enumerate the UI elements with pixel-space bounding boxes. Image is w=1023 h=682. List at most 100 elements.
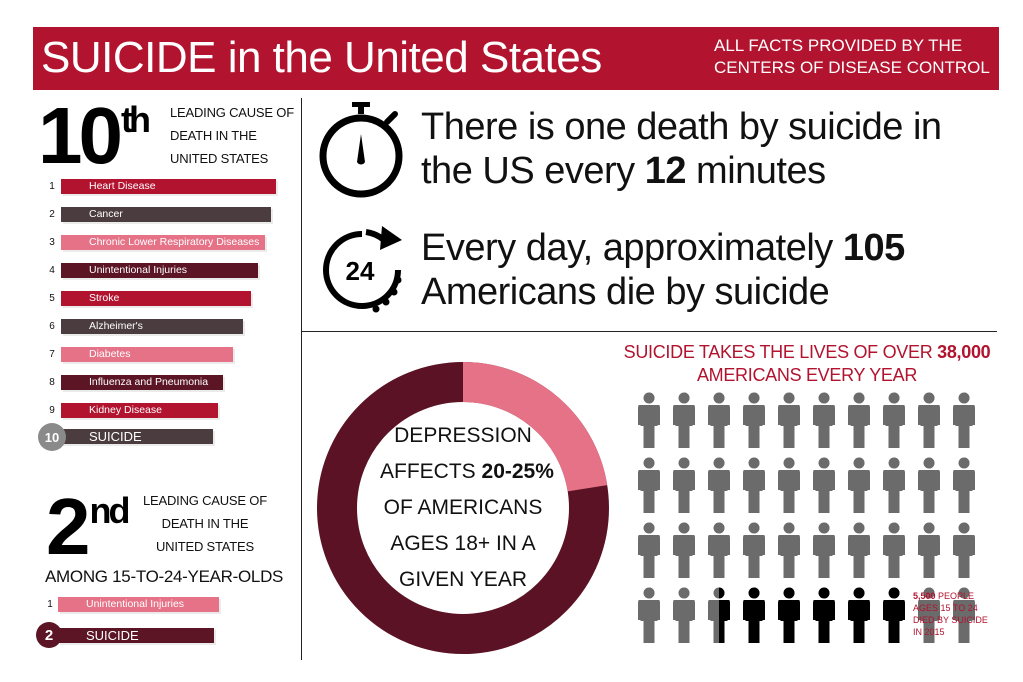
cause-row: 7 Diabetes (45, 347, 233, 364)
person-icon (671, 392, 697, 448)
person-icon (881, 392, 907, 448)
cause-number: 3 (49, 237, 55, 248)
cause-row: 2 Cancer (45, 207, 271, 224)
people-grid (636, 392, 986, 652)
fact-minute-unit: minutes (686, 150, 826, 192)
person-icon-highlighted (811, 587, 837, 643)
rank-2nd-description: LEADING CAUSE OF DEATH IN THE UNITED STA… (143, 493, 267, 554)
person-icon (811, 522, 837, 578)
person-icon (671, 457, 697, 513)
rank-2nd-suffix: nd (89, 490, 131, 531)
fact-minute-text: There is one death by suicide in the US … (421, 106, 942, 192)
people-title: SUICIDE TAKES THE LIVES OF OVER 38,000 A… (617, 341, 997, 387)
people-title-text-2: AMERICANS EVERY YEAR (696, 365, 918, 385)
cause-row: 4 Unintentional Injuries (45, 263, 258, 280)
person-icon (811, 392, 837, 448)
person-icon (776, 522, 802, 578)
person-icon-highlighted (706, 587, 732, 643)
cause-number: 7 (49, 349, 55, 360)
cause-row: 5 Stroke (45, 291, 251, 308)
cause-bar: SUICIDE (58, 628, 214, 643)
person-icon (706, 457, 732, 513)
depression-text: DEPRESSION AFFECTS 20-25% OF AMERICANS A… (380, 418, 554, 598)
cause-bar: Kidney Disease (61, 403, 218, 418)
rank-10th-number: 10 (38, 91, 123, 180)
people-title-text: SUICIDE TAKES THE LIVES OF OVER (623, 342, 938, 362)
cause-bar: Cancer (61, 207, 271, 222)
person-icon (951, 587, 977, 643)
cause-number: 2 (49, 209, 55, 220)
person-icon (776, 457, 802, 513)
rank-2nd-subhead: AMONG 15-TO-24-YEAR-OLDS (45, 567, 284, 586)
depression-value: 20-25% (481, 460, 554, 483)
person-icon-highlighted (741, 587, 767, 643)
people-title-value: 38,000 (937, 342, 991, 362)
cause-bar: Unintentional Injuries (61, 263, 258, 278)
person-icon-highlighted (846, 587, 872, 643)
depression-line-4: AGES 18+ IN A (390, 532, 536, 555)
cause-number: 1 (47, 599, 53, 610)
cause-bar: Influenza and Pneumonia (61, 375, 223, 390)
person-icon (671, 522, 697, 578)
person-icon (951, 457, 977, 513)
depression-line-2: AFFECTS 20-25% (380, 454, 554, 490)
cause-bar: Unintentional Injuries (58, 597, 219, 612)
donut-highlight-segment (462, 362, 608, 492)
rank-number-circle: 2 (36, 622, 62, 648)
person-icon (916, 392, 942, 448)
depression-line-5: GIVEN YEAR (399, 568, 527, 591)
cause-number: 5 (49, 293, 55, 304)
person-icon (951, 392, 977, 448)
cause-bar: Alzheimer's (61, 319, 243, 334)
person-icon (741, 392, 767, 448)
person-icon (706, 522, 732, 578)
person-icon (636, 457, 662, 513)
person-icon (741, 457, 767, 513)
person-icon (916, 587, 942, 643)
depression-donut (311, 356, 615, 660)
rank-10th-suffix: th (120, 99, 151, 140)
person-icon-highlighted (881, 587, 907, 643)
fact-minute-value: 12 (644, 150, 687, 192)
person-icon (881, 457, 907, 513)
clock-24-label: 24 (346, 256, 375, 286)
person-icon (741, 522, 767, 578)
person-icon (706, 392, 732, 448)
person-icon (951, 522, 977, 578)
person-icon (846, 522, 872, 578)
rank-number-circle: 10 (38, 423, 66, 451)
rank-2nd-number: 2 (46, 482, 90, 571)
person-icon (776, 392, 802, 448)
fact-daily-value: 105 (842, 227, 905, 269)
horizontal-divider (301, 331, 997, 332)
person-icon (916, 457, 942, 513)
person-icon (671, 587, 697, 643)
person-icon (636, 392, 662, 448)
depression-line-3: OF AMERICANS (383, 496, 543, 519)
caption-value: 5,500 (913, 591, 936, 601)
person-icon (846, 392, 872, 448)
cause-row: 1 Heart Disease (45, 179, 276, 196)
cause-row: 8 Influenza and Pneumonia (45, 375, 223, 392)
clock-24-icon: 24 (314, 222, 410, 318)
cause-row: 1 Unintentional Injuries (43, 597, 219, 614)
fact-daily-deaths: Every day, approximately 105 Americans d… (421, 226, 905, 314)
person-icon (846, 457, 872, 513)
rank-10th-description: LEADING CAUSE OF DEATH IN THE UNITED STA… (170, 105, 294, 166)
person-icon (636, 587, 662, 643)
rank-10th: 10th (38, 96, 151, 176)
person-icon (636, 522, 662, 578)
cause-bar: Diabetes (61, 347, 233, 362)
header-banner: SUICIDE in the United States ALL FACTS P… (33, 27, 999, 90)
cause-row: 3 Chronic Lower Respiratory Diseases (45, 235, 265, 252)
person-icon (881, 522, 907, 578)
people-caption: 5,500 PEOPLE AGES 15 TO 24 DIED BY SUICI… (913, 590, 1003, 638)
fact-every-12-minutes: There is one death by suicide in the US … (421, 105, 942, 193)
cause-bar: Heart Disease (61, 179, 276, 194)
cause-row: 9 Kidney Disease (45, 403, 218, 420)
source-note: ALL FACTS PROVIDED BY THE CENTERS OF DIS… (714, 36, 990, 77)
cause-number: 4 (49, 265, 55, 276)
page-title: SUICIDE in the United States (41, 33, 602, 82)
cause-bar: Stroke (61, 291, 251, 306)
cause-number: 8 (49, 377, 55, 388)
